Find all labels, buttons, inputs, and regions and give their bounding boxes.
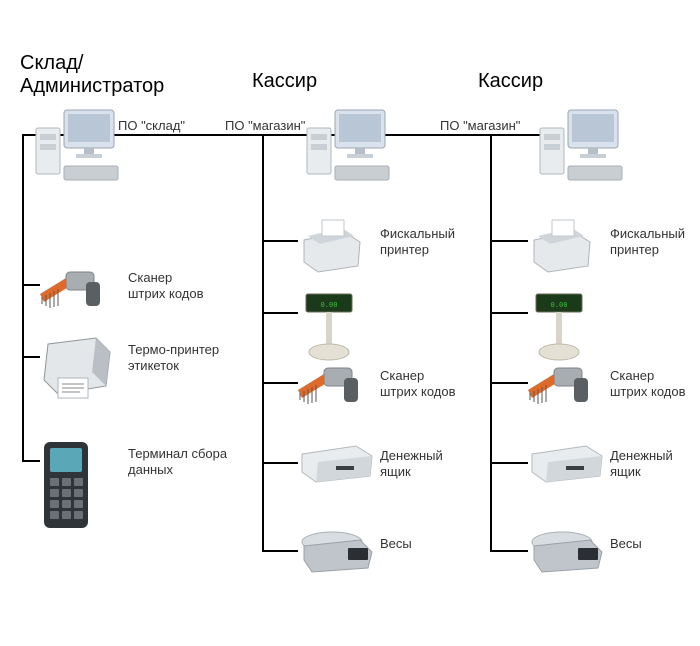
scale-label: Весы: [380, 536, 412, 552]
cashier1-branch-3: [262, 462, 298, 464]
scale-label: Весы: [610, 536, 642, 552]
cash_drawer-label: Денежныйящик: [610, 448, 673, 479]
barcode_scanner-label: Сканерштрих кодов: [128, 270, 204, 301]
cashier2-branch-4: [490, 550, 528, 552]
cash_drawer-label: Денежныйящик: [380, 448, 443, 479]
scale-icon: [298, 528, 376, 576]
link-label-cashier2: ПО "магазин": [440, 118, 520, 133]
cash_drawer-icon: [528, 440, 606, 484]
data_terminal-label: Терминал сбораданных: [128, 446, 227, 477]
computer-cashier1: [305, 108, 395, 188]
cashier2-branch-0: [490, 240, 528, 242]
admin-vbus: [22, 134, 24, 460]
fiscal_printer-label: Фискальныйпринтер: [380, 226, 455, 257]
computer-cashier2: [538, 108, 628, 188]
cashier1-branch-0: [262, 240, 298, 242]
column-title-cashier2: Кассир: [478, 70, 543, 93]
cash_drawer-icon: [298, 440, 376, 484]
scale-icon: [528, 528, 606, 576]
barcode_scanner-icon: [40, 264, 110, 310]
cashier2-branch-1: [490, 312, 528, 314]
cashier1-vbus: [262, 134, 264, 550]
cashier2-branch-2: [490, 382, 528, 384]
link-label-admin: ПО "склад": [118, 118, 185, 133]
admin-branch-0: [22, 284, 40, 286]
barcode_scanner-label: Сканерштрих кодов: [610, 368, 686, 399]
column-title-cashier1: Кассир: [252, 70, 317, 93]
barcode_scanner-icon: [298, 360, 368, 406]
svg-text:0.00: 0.00: [551, 301, 568, 309]
pole_display-icon: 0.00: [528, 290, 590, 362]
fiscal_printer-icon: [298, 218, 366, 274]
cashier2-vbus: [490, 134, 492, 550]
admin-branch-1: [22, 356, 40, 358]
barcode_scanner-icon: [528, 360, 598, 406]
barcode_scanner-label: Сканерштрих кодов: [380, 368, 456, 399]
admin-branch-2: [22, 460, 40, 462]
cashier1-branch-4: [262, 550, 298, 552]
column-title-admin: Склад/Администратор: [20, 52, 164, 98]
fiscal_printer-label: Фискальныйпринтер: [610, 226, 685, 257]
data_terminal-icon: [40, 440, 92, 530]
cashier1-branch-1: [262, 312, 298, 314]
svg-text:0.00: 0.00: [321, 301, 338, 309]
thermal_printer-label: Термо-принтерэтикеток: [128, 342, 219, 373]
computer-admin: [34, 108, 124, 188]
pole_display-icon: 0.00: [298, 290, 360, 362]
cashier1-branch-2: [262, 382, 298, 384]
fiscal_printer-icon: [528, 218, 596, 274]
thermal_printer-icon: [40, 336, 114, 400]
link-label-cashier1: ПО "магазин": [225, 118, 305, 133]
cashier2-branch-3: [490, 462, 528, 464]
